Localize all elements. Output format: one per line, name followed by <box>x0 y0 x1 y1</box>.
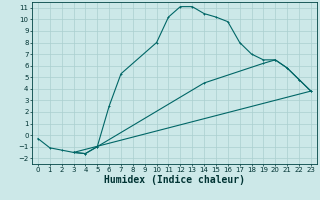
X-axis label: Humidex (Indice chaleur): Humidex (Indice chaleur) <box>104 175 245 185</box>
